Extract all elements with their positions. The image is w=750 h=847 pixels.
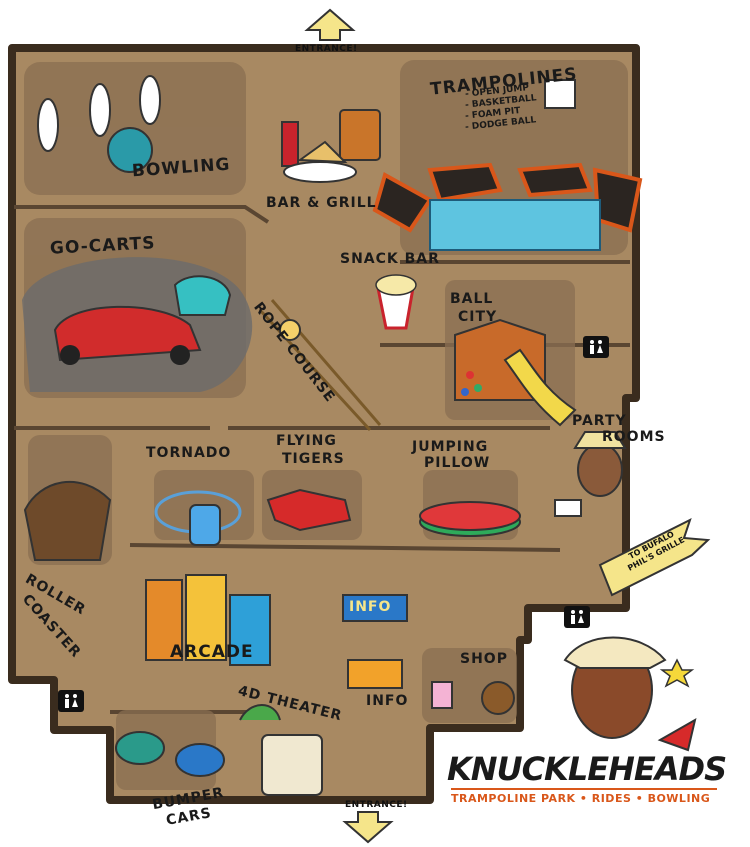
ball-city-label-2: CITY — [458, 309, 498, 325]
flying-tigers-label-1: FLYING — [276, 433, 337, 449]
brand-name: KNUCKLEHEADS — [447, 750, 727, 788]
trampolines-illustration — [372, 79, 643, 251]
restroom-icon — [58, 690, 84, 712]
jumping-pillow-illustration — [419, 501, 521, 537]
popcorn-illustration — [375, 274, 417, 330]
arcade-label: ARCADE — [170, 642, 254, 662]
party-rooms-illustration — [554, 431, 627, 517]
flying-tigers-illustration — [266, 488, 352, 532]
roller-coaster-illustration — [23, 481, 112, 561]
go-cart-illustration — [22, 257, 253, 392]
restroom-icon — [564, 606, 590, 628]
party-rooms-label-2: ROOMS — [602, 429, 666, 445]
info-sign-label: INFO — [349, 599, 392, 615]
rope-course-illustration — [258, 299, 382, 432]
restroom-icon — [583, 336, 609, 358]
jumping-pillow-label-2: PILLOW — [424, 455, 491, 471]
trampoline-features: - OPEN JUMP - BASKETBALL - FOAM PIT - DO… — [465, 83, 537, 133]
jumping-pillow-label-1: JUMPING — [412, 439, 489, 455]
shop-illustration — [431, 681, 515, 715]
entrance-bottom-label: ENTRANCE! — [345, 800, 408, 810]
tornado-label: TORNADO — [146, 445, 232, 461]
mascot-illustration — [563, 636, 697, 752]
bar-grill-illustration — [281, 109, 381, 183]
info-label: INFO — [366, 693, 409, 709]
bufalo-phils-sign — [598, 518, 711, 597]
entrance-bottom-arrow — [342, 811, 394, 844]
ball-city-illustration — [454, 318, 577, 427]
bumper-cars-illustration — [115, 731, 225, 777]
ball-city-label-1: BALL — [450, 291, 494, 307]
entrance-top-label: ENTRANCE! — [295, 44, 358, 54]
tornado-illustration — [154, 490, 242, 546]
info-booth-illustration — [342, 594, 408, 689]
snack-bar-label: SNACK BAR — [340, 251, 440, 267]
shop-label: SHOP — [460, 651, 508, 667]
brand-tagline: TRAMPOLINE PARK • RIDES • BOWLING — [451, 788, 717, 805]
entrance-top-arrow — [304, 8, 356, 41]
bar-grill-label: BAR & GRILL — [266, 195, 377, 211]
brand-logo: KNUCKLEHEADS TRAMPOLINE PARK • RIDES • B… — [447, 750, 727, 805]
bowling-illustration — [37, 75, 161, 173]
party-rooms-label-1: PARTY — [572, 413, 627, 429]
theater-illustration — [239, 704, 323, 796]
arcade-illustration — [145, 574, 271, 666]
flying-tigers-label-2: TIGERS — [282, 451, 345, 467]
